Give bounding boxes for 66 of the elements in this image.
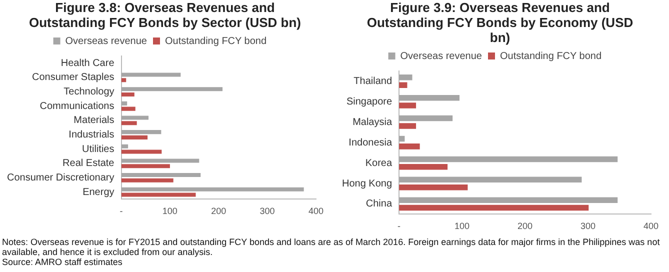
bar (121, 72, 181, 77)
y-tick-label: Communications (40, 100, 114, 112)
y-tick-label: Thailand (354, 76, 392, 87)
y-tick-label: Technology (64, 86, 114, 98)
bar (399, 204, 589, 211)
bar (399, 164, 448, 170)
bar (399, 94, 460, 101)
legend-label: Outstanding FCY bond (164, 36, 267, 47)
bar (121, 144, 128, 148)
chart-title: Figure 3.9: Overseas Revenues and Outstanding FCY Bonds by Economy (USD bn) (366, 0, 634, 45)
x-tick-label: 100 (162, 206, 178, 216)
x-tick-label: 400 (308, 206, 324, 216)
bar (121, 106, 136, 111)
y-tick-label: Energy (82, 186, 114, 198)
legend-label: Outstanding FCY bond (500, 50, 602, 62)
bar (121, 130, 162, 134)
x-tick-label: - (120, 206, 123, 216)
y-tick-label: Consumer Discretionary (6, 172, 114, 184)
y-tick-label: Singapore (346, 96, 392, 108)
y-tick-label: China (366, 198, 392, 210)
y-tick-label: Materials (74, 115, 114, 126)
x-tick-label: 300 (260, 206, 275, 216)
legend-label: Overseas revenue (400, 50, 482, 62)
text: Notes: Overseas revenue is for FY2015 and outstanding FCY bonds and loans are as of March 2016. Foreign earnings data for major firms in the Philippines was not available, and hence it is excluded from our analysis. (2, 237, 661, 257)
chart-title: Figure 3.8: Overseas Revenues and Outstanding FCY Bonds by Sector (USD bn) (28, 0, 302, 30)
bar (399, 176, 582, 183)
bar (121, 135, 148, 140)
bar (121, 187, 304, 192)
bar (399, 197, 618, 204)
bar (399, 184, 468, 190)
bar (121, 173, 201, 178)
y-tick-label: Utilities (82, 144, 114, 155)
bar (121, 158, 200, 163)
bar (121, 164, 170, 168)
x-tick-label: 200 (211, 206, 226, 216)
bar (399, 74, 412, 80)
bar (121, 87, 223, 92)
bar (121, 150, 162, 154)
x-tick-label: - (398, 221, 401, 232)
y-tick-label: Hong Kong (342, 178, 392, 190)
y-tick-label: Consumer Staples (32, 72, 114, 84)
bar (399, 82, 408, 88)
y-tick-label: Korea (365, 158, 392, 169)
y-tick-label: Industrials (68, 130, 114, 141)
legend-label: Overseas revenue (65, 36, 148, 47)
bar (121, 92, 134, 96)
bar (121, 116, 149, 120)
y-tick-label: Malaysia (352, 116, 392, 128)
x-tick-label: 400 (643, 221, 659, 232)
bar (399, 102, 416, 108)
y-tick-label: Health Care (60, 58, 115, 69)
bar (399, 156, 618, 162)
source-note: Source: AMRO staff estimates (2, 257, 124, 267)
bar (399, 144, 420, 150)
bar (121, 121, 137, 126)
x-tick-label: 100 (454, 221, 470, 232)
x-tick-label: 200 (518, 221, 533, 232)
bar (121, 178, 174, 182)
y-tick-label: Real Estate (62, 158, 115, 170)
bar (399, 115, 453, 122)
bar (121, 101, 128, 106)
bar (399, 123, 416, 129)
bar (121, 192, 196, 197)
y-tick-label: Indonesia (348, 137, 392, 148)
bar (121, 78, 126, 82)
x-tick-label: 300 (580, 221, 596, 232)
